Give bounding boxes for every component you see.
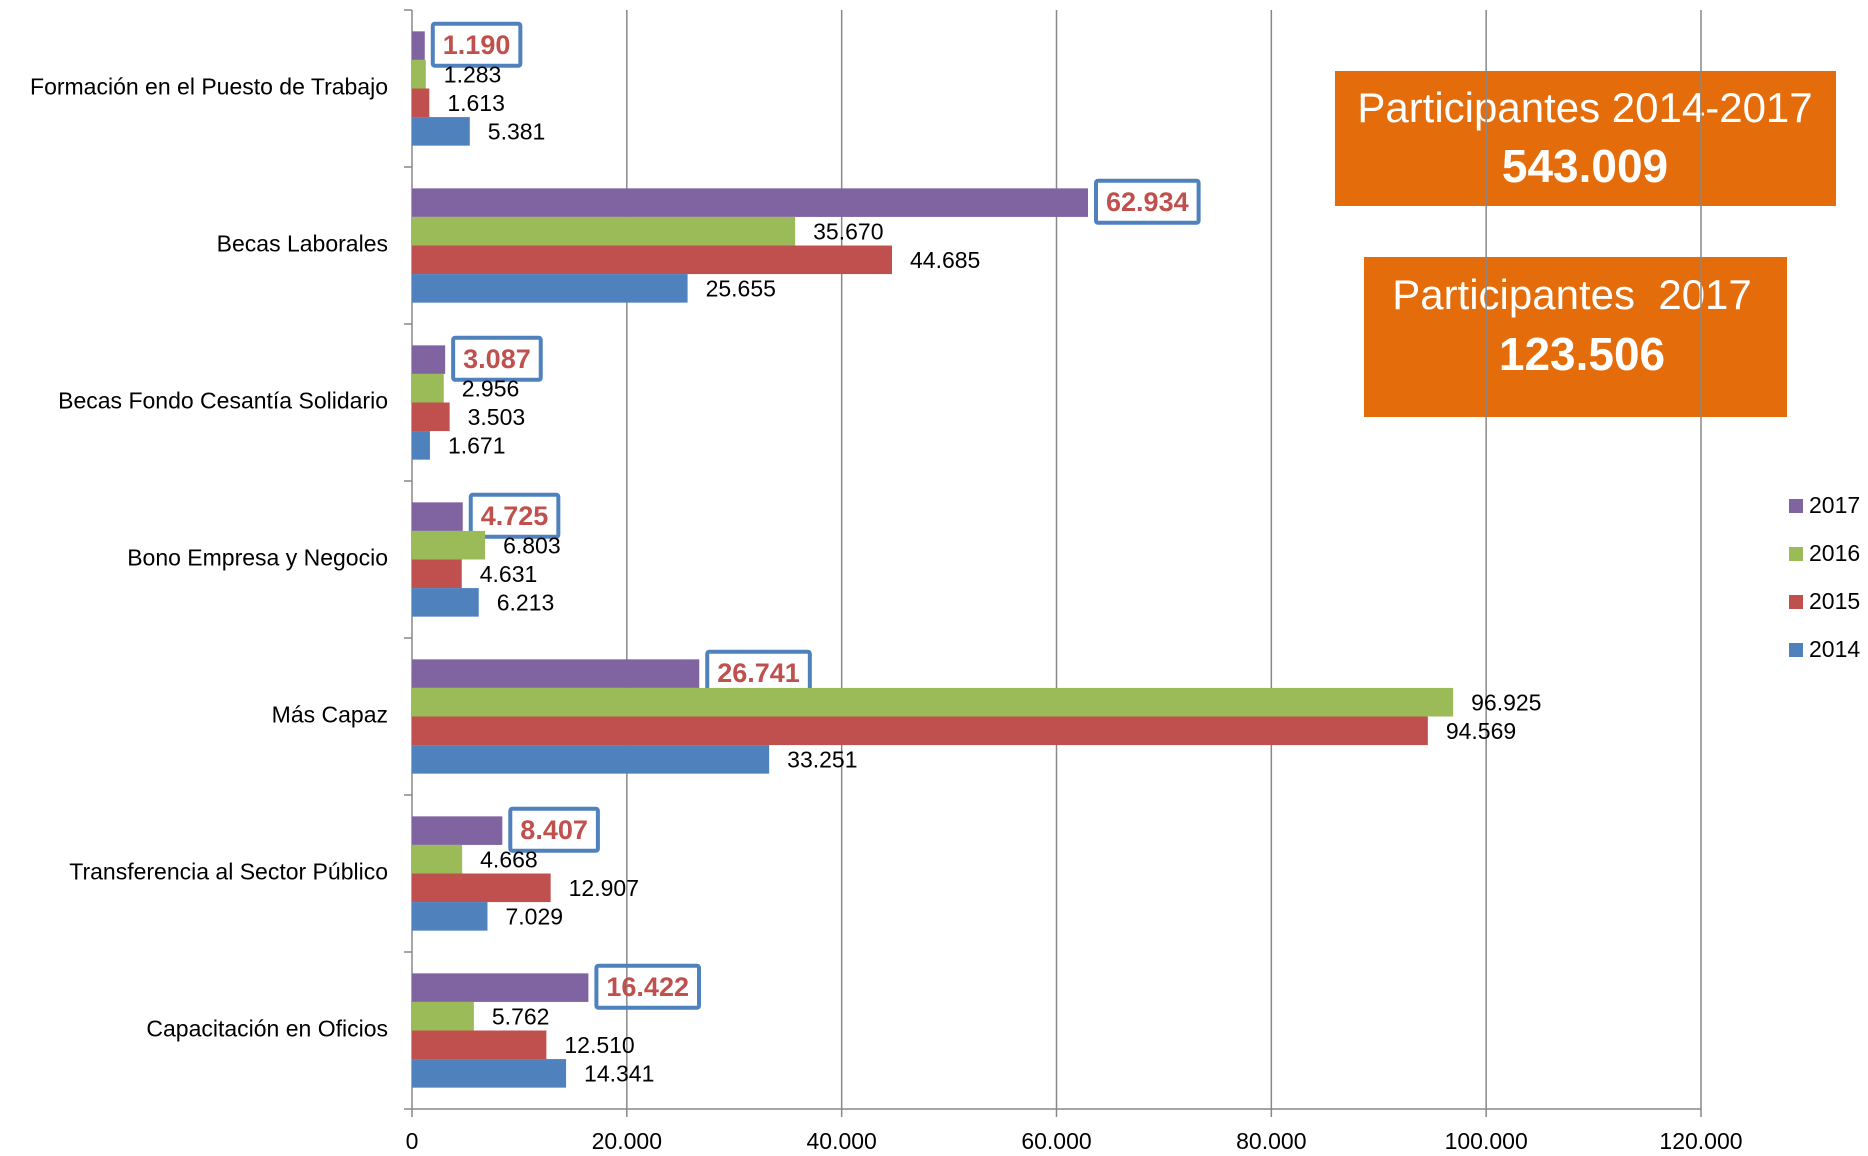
- value-label: 6.803: [503, 532, 561, 558]
- highlight-box: [594, 963, 701, 1010]
- bar: [412, 31, 425, 60]
- bar: [412, 1059, 567, 1088]
- highlighted-value-label: 62.934: [1106, 187, 1189, 217]
- bar: [412, 588, 479, 617]
- legend-swatch: [1789, 643, 1803, 657]
- year-box: [1364, 257, 1787, 417]
- highlight-box: [1094, 178, 1201, 225]
- value-label: 5.762: [492, 1003, 550, 1029]
- highlight-box: [508, 806, 600, 853]
- legend-label: 2016: [1809, 540, 1860, 566]
- x-tick-label: 80.000: [1236, 1128, 1306, 1154]
- legend-label: 2014: [1809, 636, 1860, 662]
- category-label: Más Capaz: [272, 702, 388, 728]
- bar: [412, 659, 700, 688]
- value-label: 3.503: [468, 404, 526, 430]
- bar: [412, 973, 589, 1002]
- value-label: 94.569: [1446, 718, 1516, 744]
- bar: [412, 902, 488, 931]
- bar: [412, 559, 462, 589]
- bar: [412, 59, 426, 89]
- value-label: 1.613: [447, 90, 505, 116]
- x-tick-label: 100.000: [1445, 1128, 1528, 1154]
- year-value: 123.506: [1499, 328, 1665, 380]
- bar: [412, 402, 450, 432]
- x-tick-label: 40.000: [806, 1128, 876, 1154]
- total-title: Participantes 2014-2017: [1357, 84, 1812, 131]
- bar: [412, 816, 503, 845]
- x-tick-label: 20.000: [592, 1128, 662, 1154]
- value-label: 6.213: [497, 589, 555, 615]
- value-label: 4.668: [480, 846, 538, 872]
- bar: [412, 245, 892, 275]
- highlight-box: [451, 335, 543, 382]
- legend-label: 2017: [1809, 492, 1860, 518]
- bar: [412, 687, 1454, 717]
- highlighted-value-label: 3.087: [463, 344, 531, 374]
- highlight-box: [468, 492, 561, 539]
- value-label: 96.925: [1471, 689, 1541, 715]
- highlighted-value-label: 26.741: [717, 658, 800, 688]
- value-label: 33.251: [787, 746, 857, 772]
- value-label: 4.631: [480, 561, 538, 587]
- bar: [412, 117, 470, 146]
- bar: [412, 530, 486, 560]
- x-tick-label: 120.000: [1659, 1128, 1742, 1154]
- value-label: 44.685: [910, 247, 980, 273]
- bar: [412, 345, 446, 374]
- highlighted-value-label: 4.725: [481, 501, 549, 531]
- bar: [412, 873, 551, 903]
- category-label: Transferencia al Sector Público: [69, 859, 388, 885]
- legend-label: 2015: [1809, 588, 1860, 614]
- value-label: 12.510: [564, 1032, 634, 1058]
- legend-swatch: [1789, 499, 1803, 513]
- bar: [412, 274, 688, 303]
- bar: [412, 373, 444, 403]
- legend-swatch: [1789, 547, 1803, 561]
- value-label: 1.671: [448, 432, 506, 458]
- category-label: Capacitación en Oficios: [146, 1016, 388, 1042]
- total-box: [1335, 71, 1836, 206]
- category-label: Becas Fondo Cesantía Solidario: [58, 388, 388, 414]
- bar: [412, 431, 430, 460]
- value-label: 35.670: [813, 218, 883, 244]
- bar: [412, 745, 770, 774]
- bar: [412, 844, 463, 874]
- x-tick-label: 0: [406, 1128, 419, 1154]
- highlighted-value-label: 8.407: [520, 815, 588, 845]
- year-title: Participantes 2017: [1392, 271, 1752, 318]
- bar: [412, 1001, 474, 1031]
- bar: [412, 216, 796, 246]
- value-label: 14.341: [584, 1060, 654, 1086]
- category-label: Formación en el Puesto de Trabajo: [30, 74, 388, 100]
- x-tick-label: 60.000: [1021, 1128, 1091, 1154]
- value-label: 5.381: [488, 118, 546, 144]
- value-label: 12.907: [569, 875, 639, 901]
- bar: [412, 88, 430, 118]
- highlight-box: [430, 21, 523, 68]
- value-label: 7.029: [506, 903, 564, 929]
- highlighted-value-label: 16.422: [606, 972, 689, 1002]
- total-value: 543.009: [1502, 140, 1668, 192]
- bar: [412, 716, 1428, 746]
- value-label: 2.956: [462, 375, 520, 401]
- value-label: 25.655: [706, 275, 776, 301]
- bar: [412, 188, 1089, 217]
- legend-swatch: [1789, 595, 1803, 609]
- category-label: Becas Laborales: [217, 231, 388, 257]
- highlighted-value-label: 1.190: [443, 30, 511, 60]
- bar: [412, 502, 463, 531]
- category-label: Bono Empresa y Negocio: [127, 545, 388, 571]
- bar: [412, 1030, 547, 1060]
- value-label: 1.283: [444, 61, 502, 87]
